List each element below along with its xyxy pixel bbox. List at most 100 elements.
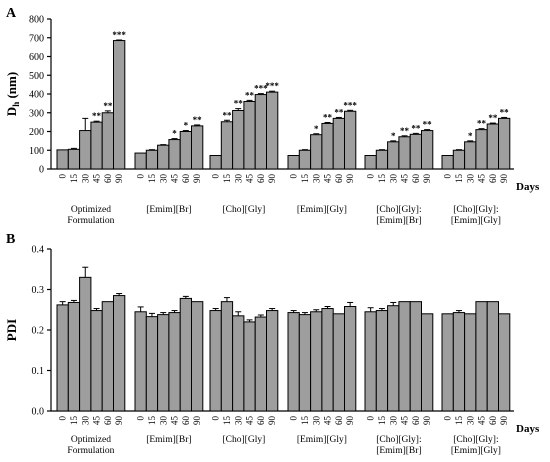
y-tick-label: 800 xyxy=(29,15,44,26)
bar xyxy=(332,117,346,170)
x-tick-label: 30 xyxy=(233,416,243,426)
bar xyxy=(498,117,511,170)
y-tick-label: 400 xyxy=(29,90,44,101)
y-tick-label: 500 xyxy=(29,71,44,82)
x-tick-label: 60 xyxy=(103,174,113,184)
group-label: [Emim][Gly] xyxy=(297,205,347,215)
x-tick-label: 45 xyxy=(323,174,333,184)
panel-letter: B xyxy=(6,232,15,247)
bar xyxy=(113,40,126,170)
bar xyxy=(452,312,466,412)
x-tick-label: 90 xyxy=(422,174,432,184)
bar xyxy=(101,301,114,412)
x-tick-label: 45 xyxy=(245,174,255,184)
significance-label: ** xyxy=(234,99,244,109)
bar xyxy=(90,310,103,412)
bar xyxy=(287,312,300,412)
group-label: [Cho][Gly]: xyxy=(376,205,421,215)
x-tick-label: 0 xyxy=(366,416,376,421)
x-tick-label: 45 xyxy=(477,416,487,426)
bar xyxy=(191,301,204,412)
bar xyxy=(298,149,312,170)
bar xyxy=(310,311,323,412)
significance-label: ** xyxy=(477,119,487,129)
bar xyxy=(464,141,477,170)
bar xyxy=(475,301,488,412)
significance-label: * xyxy=(172,129,177,139)
x-tick-label: 60 xyxy=(411,416,421,426)
bar xyxy=(332,313,346,412)
significance-label: ** xyxy=(423,120,433,130)
significance-label: ** xyxy=(193,115,203,125)
x-tick-label: 60 xyxy=(181,416,191,426)
x-tick-label: 0 xyxy=(211,174,221,179)
x-tick-label: 45 xyxy=(92,174,102,184)
bar xyxy=(441,155,454,170)
x-tick-label: 45 xyxy=(170,174,180,184)
x-tick-label: 90 xyxy=(114,174,124,184)
bar xyxy=(266,91,279,170)
y-tick-label: 0.3 xyxy=(32,285,45,296)
y-tick-label: 0.2 xyxy=(32,326,45,337)
x-tick-label: 30 xyxy=(80,174,90,184)
significance-label: ** xyxy=(334,107,344,117)
x-tick-label: 60 xyxy=(256,416,266,426)
bar xyxy=(321,122,334,170)
x-tick-label: 30 xyxy=(388,174,398,184)
y-axis-label: PDI xyxy=(4,319,19,341)
group-label: [Cho][Gly]: xyxy=(376,435,421,445)
significance-label: ** xyxy=(245,90,255,100)
x-tick-label: 0 xyxy=(443,174,453,179)
y-tick-label: 0.1 xyxy=(32,366,45,377)
x-tick-label: 0 xyxy=(443,416,453,421)
bar xyxy=(134,152,147,170)
group-label: [Emim][Gly] xyxy=(451,216,501,226)
x-tick-label: 0 xyxy=(289,416,299,421)
bar xyxy=(375,310,389,412)
x-tick-label: 30 xyxy=(158,416,168,426)
x-tick-label: 45 xyxy=(245,416,255,426)
significance-label: ** xyxy=(103,101,113,111)
group-label: [Emim][Gly] xyxy=(451,446,501,456)
x-tick-label: 60 xyxy=(488,174,498,184)
x-tick-label: 45 xyxy=(92,416,102,426)
bar xyxy=(56,304,69,412)
bar xyxy=(344,110,357,170)
significance-label: ** xyxy=(411,123,421,133)
group-label: [Emim][Br] xyxy=(146,205,191,215)
y-tick-label: 0.4 xyxy=(32,245,45,256)
bar xyxy=(145,149,159,170)
bar xyxy=(157,144,170,170)
bar xyxy=(398,136,411,170)
y-tick-label: 700 xyxy=(29,33,44,44)
x-tick-label: 60 xyxy=(103,416,113,426)
significance-label: * xyxy=(391,131,396,141)
bar xyxy=(421,130,434,170)
x-tick-label: 45 xyxy=(170,416,180,426)
x-tick-label: 90 xyxy=(499,416,509,426)
significance-label: * xyxy=(314,124,319,134)
x-tick-label: 30 xyxy=(311,174,321,184)
bar xyxy=(168,312,181,412)
x-tick-label: 45 xyxy=(477,174,487,184)
bar xyxy=(344,306,357,412)
bar xyxy=(364,155,377,170)
bar xyxy=(90,121,103,170)
x-tick-label: 45 xyxy=(323,416,333,426)
x-tick-label: 15 xyxy=(222,416,232,426)
bar xyxy=(56,149,69,170)
bar xyxy=(113,295,126,412)
bar xyxy=(287,155,300,170)
bar xyxy=(441,313,454,412)
bar xyxy=(179,297,192,412)
x-tick-label: 15 xyxy=(300,416,310,426)
bar xyxy=(79,276,92,412)
significance-label: ** xyxy=(400,126,410,136)
bar xyxy=(191,125,204,170)
bar xyxy=(398,301,411,412)
group-label: [Cho][Gly] xyxy=(223,435,266,445)
x-tick-label: 60 xyxy=(334,416,344,426)
y-axis-label: Dh (nm) xyxy=(4,72,21,116)
